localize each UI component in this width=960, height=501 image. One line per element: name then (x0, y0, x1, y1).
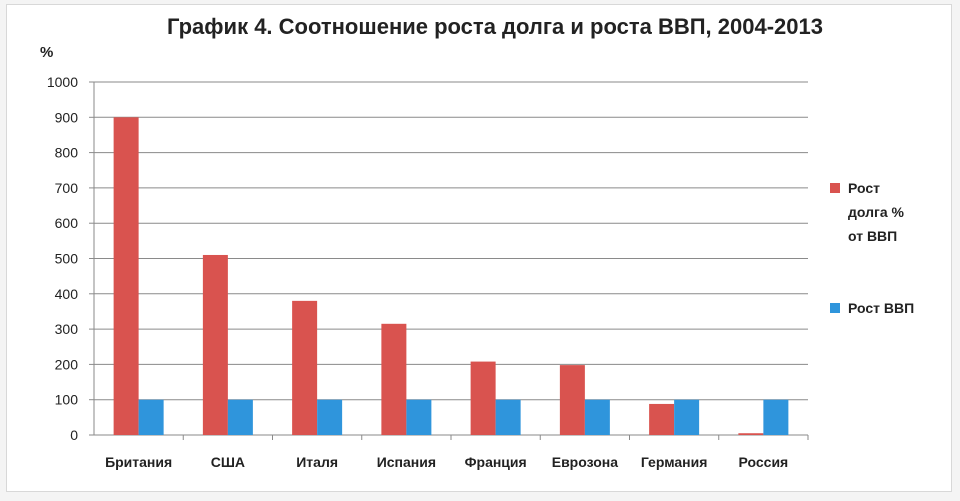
x-category-label-1: США (211, 454, 245, 470)
bar-s0-7 (738, 433, 764, 435)
bar-s0-6 (649, 403, 675, 435)
legend-swatch-gdp-growth (830, 303, 840, 313)
legend-label-debt-growth: Рост долга % от ВВП (848, 180, 904, 244)
bar-s0-3 (381, 323, 407, 435)
bar-s0-0 (113, 117, 139, 436)
x-category-label-4: Франция (465, 454, 527, 470)
y-tick-label-300: 300 (55, 321, 79, 337)
bar-s1-3 (406, 399, 432, 435)
chart-title: График 4. Соотношение роста долга и рост… (166, 14, 823, 39)
bar-s0-5 (559, 365, 585, 435)
y-tick-label-400: 400 (55, 286, 79, 302)
x-category-label-7: Россия (739, 454, 789, 470)
bar-s1-4 (495, 399, 521, 435)
x-category-label-0: Британия (105, 454, 172, 470)
y-tick-label-1000: 1000 (47, 74, 78, 90)
y-tick-label-200: 200 (55, 356, 79, 372)
legend-swatch-debt-growth (830, 183, 840, 193)
x-category-label-3: Испания (377, 454, 436, 470)
y-tick-label-100: 100 (55, 392, 79, 408)
bar-s1-1 (227, 399, 253, 435)
bar-s1-2 (317, 399, 343, 435)
bar-s1-6 (674, 399, 700, 435)
y-tick-label-900: 900 (55, 109, 79, 125)
x-category-label-5: Еврозона (552, 454, 618, 470)
x-category-label-2: Италя (296, 454, 338, 470)
y-tick-label-600: 600 (55, 215, 79, 231)
bar-s0-4 (470, 361, 496, 435)
y-tick-label-800: 800 (55, 145, 79, 161)
y-tick-label-700: 700 (55, 180, 79, 196)
y-tick-label-500: 500 (55, 251, 79, 267)
bar-s0-1 (202, 254, 228, 435)
bar-s1-7 (763, 399, 789, 435)
legend-item-gdp-growth: Рост ВВП (830, 296, 914, 320)
bar-s1-5 (584, 399, 610, 435)
x-category-label-6: Германия (641, 454, 708, 470)
y-axis-unit-label: % (40, 44, 54, 61)
legend-label-gdp-growth: Рост ВВП (848, 300, 915, 316)
bar-s0-2 (292, 300, 318, 435)
y-tick-label-0: 0 (70, 427, 78, 443)
legend-item-debt-growth: Рост долга % от ВВП (830, 176, 904, 248)
bar-s1-0 (138, 399, 164, 435)
